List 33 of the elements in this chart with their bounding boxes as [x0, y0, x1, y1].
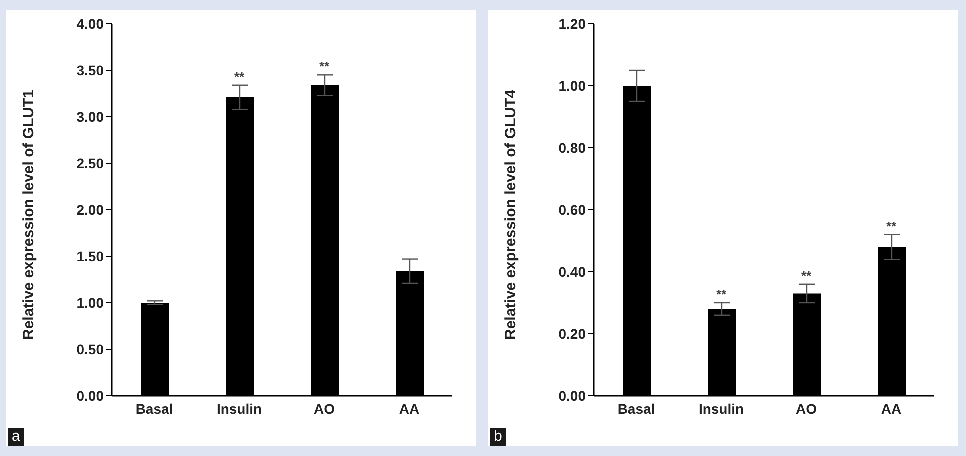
y-tick-label: 1.00 — [76, 294, 104, 311]
annotation: ** — [234, 69, 246, 84]
y-tick-label: 0.50 — [76, 341, 104, 358]
x-tick-label: Basal — [618, 400, 656, 417]
y-tick-label: 1.00 — [558, 78, 586, 94]
x-tick-label: Basal — [136, 400, 174, 417]
x-tick-label: AA — [881, 400, 902, 417]
y-axis-title: Relative expression level of GLUT4 — [502, 89, 520, 340]
annotation: ** — [801, 268, 812, 284]
y-tick-label: 0.20 — [558, 326, 586, 342]
y-axis-title: Relative expression level of GLUT1 — [20, 90, 38, 340]
y-tick-label: 3.50 — [76, 62, 104, 78]
x-tick-label: AO — [796, 400, 818, 417]
text: a — [8, 428, 24, 446]
x-tick-label: AA — [399, 400, 420, 417]
annotation: ** — [319, 59, 330, 74]
annotation: ** — [886, 218, 898, 234]
x-tick-label: Insulin — [698, 400, 744, 417]
x-tick-label: AO — [314, 400, 336, 417]
y-tick-label: 1.50 — [76, 248, 104, 264]
y-tick-label: 3.00 — [76, 108, 104, 125]
x-tick-label: Insulin — [216, 400, 262, 417]
y-tick-label: 1.20 — [558, 16, 586, 32]
y-tick-label: 4.00 — [76, 16, 104, 32]
y-tick-label: 2.00 — [76, 202, 104, 218]
text: b — [490, 428, 506, 446]
y-tick-label: 0.80 — [558, 140, 586, 156]
y-tick-label: 0.60 — [558, 202, 586, 218]
y-tick-label: 0.00 — [76, 388, 104, 404]
y-tick-label: 2.50 — [76, 155, 104, 172]
annotation: ** — [716, 287, 728, 302]
y-tick-label: 0.00 — [558, 388, 586, 404]
y-tick-label: 0.40 — [558, 264, 586, 280]
